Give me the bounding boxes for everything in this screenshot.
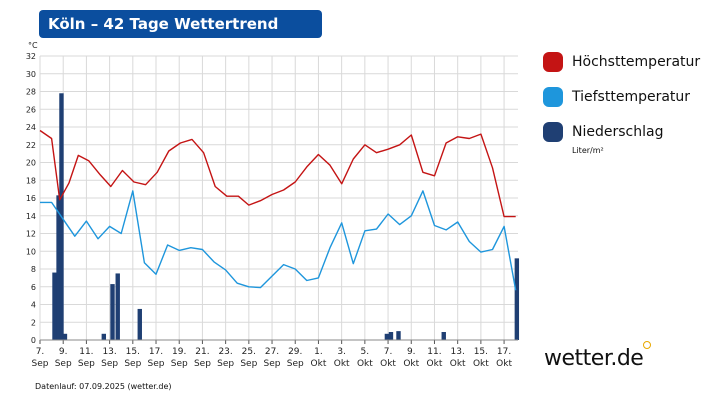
x-tick-day: 17. bbox=[497, 347, 511, 357]
y-tick-label: 18 bbox=[26, 176, 36, 185]
x-tick-day: 11. bbox=[79, 347, 93, 357]
y-tick-label: 32 bbox=[26, 52, 36, 61]
x-tick-day: 29. bbox=[288, 347, 302, 357]
x-tick-month: Okt bbox=[450, 359, 466, 369]
x-tick-month: Sep bbox=[55, 359, 72, 369]
brand-dot-icon bbox=[643, 341, 651, 349]
x-tick-day: 19. bbox=[172, 347, 186, 357]
x-tick-month: Sep bbox=[78, 359, 95, 369]
x-tick-month: Okt bbox=[403, 359, 419, 369]
x-tick-day: 1. bbox=[314, 347, 323, 357]
legend-swatch-precip bbox=[543, 122, 563, 142]
precip-bar bbox=[52, 272, 57, 340]
x-tick-month: Sep bbox=[101, 359, 118, 369]
precip-bar bbox=[62, 333, 68, 340]
legend-label-min: Tiefsttemperatur bbox=[572, 89, 691, 105]
legend-label-precip: Niederschlag bbox=[572, 124, 664, 140]
precip-bar bbox=[388, 332, 394, 340]
x-tick-day: 23. bbox=[218, 347, 232, 357]
precip-bar bbox=[441, 332, 446, 340]
x-tick-month: Sep bbox=[217, 359, 234, 369]
series-line bbox=[39, 129, 516, 218]
x-tick-month: Sep bbox=[264, 359, 281, 369]
x-tick-day: 15. bbox=[474, 347, 488, 357]
temperature-lines bbox=[39, 129, 517, 291]
precip-bar bbox=[101, 333, 107, 340]
precip-bar bbox=[137, 308, 142, 340]
x-tick-day: 13. bbox=[102, 347, 116, 357]
x-tick-day: 9. bbox=[407, 347, 416, 357]
y-tick-label: 28 bbox=[26, 88, 36, 97]
x-tick-day: 9. bbox=[59, 347, 68, 357]
precip-bar bbox=[514, 258, 520, 340]
legend-item-min: Tiefsttemperatur bbox=[543, 87, 713, 122]
y-tick-label: 4 bbox=[31, 301, 36, 310]
series-line bbox=[40, 190, 517, 291]
y-tick-label: 16 bbox=[26, 194, 36, 203]
x-tick-day: 25. bbox=[242, 347, 256, 357]
y-tick-label: 12 bbox=[26, 230, 36, 239]
precip-bar bbox=[56, 195, 61, 340]
x-tick-day: 27. bbox=[265, 347, 279, 357]
precip-bar bbox=[384, 333, 390, 340]
x-tick-month: Okt bbox=[427, 359, 443, 369]
y-tick-label: 26 bbox=[26, 105, 36, 114]
x-tick-month: Sep bbox=[194, 359, 211, 369]
y-axis-unit: °C bbox=[28, 41, 38, 50]
x-tick-day: 7. bbox=[36, 347, 45, 357]
x-tick-day: 3. bbox=[337, 347, 346, 357]
y-tick-label: 6 bbox=[31, 283, 36, 292]
y-tick-label: 14 bbox=[26, 212, 36, 221]
x-tick-day: 13. bbox=[451, 347, 465, 357]
x-tick-month: Sep bbox=[32, 359, 49, 369]
x-axis: 7. Sep 9. Sep 11. Sep 13. Sep 15. Sep 17. Sep 19. Sep… bbox=[32, 339, 518, 369]
page-title: Köln – 42 Tage Wettertrend bbox=[39, 10, 322, 38]
legend-item-max: Höchsttemperatur bbox=[543, 52, 713, 87]
legend-item-precip: Niederschlag Liter/m² bbox=[543, 122, 713, 157]
data-run-note: Datenlauf: 07.09.2025 (wetter.de) bbox=[35, 382, 172, 391]
x-tick-day: 21. bbox=[195, 347, 209, 357]
legend-swatch-min bbox=[543, 87, 563, 107]
legend-label-max: Höchsttemperatur bbox=[572, 54, 701, 70]
x-tick-month: Okt bbox=[473, 359, 489, 369]
chart-legend: Höchsttemperatur Tiefsttemperatur Nieder… bbox=[543, 52, 713, 157]
x-tick-day: 15. bbox=[126, 347, 140, 357]
x-tick-month: Okt bbox=[380, 359, 396, 369]
x-tick-month: Sep bbox=[124, 359, 141, 369]
x-tick-month: Okt bbox=[357, 359, 373, 369]
x-tick-month: Sep bbox=[148, 359, 165, 369]
x-tick-day: 5. bbox=[361, 347, 370, 357]
y-tick-label: 24 bbox=[26, 123, 36, 132]
y-tick-label: 30 bbox=[26, 70, 36, 79]
precip-bar bbox=[396, 331, 401, 340]
legend-precip-unit: Liter/m² bbox=[572, 146, 604, 155]
y-tick-label: 2 bbox=[31, 318, 36, 327]
x-tick-day: 7. bbox=[384, 347, 393, 357]
y-tick-label: 0 bbox=[31, 336, 36, 345]
x-tick-month: Okt bbox=[334, 359, 350, 369]
precip-bar bbox=[115, 273, 120, 340]
y-tick-label: 22 bbox=[26, 141, 36, 150]
x-tick-month: Sep bbox=[240, 359, 257, 369]
x-tick-day: 11. bbox=[427, 347, 441, 357]
y-tick-label: 8 bbox=[31, 265, 36, 274]
legend-swatch-max bbox=[543, 52, 563, 72]
precip-bars bbox=[52, 93, 520, 341]
y-tick-label: 20 bbox=[26, 159, 36, 168]
brand-logo: wetter.de bbox=[544, 346, 644, 371]
x-tick-month: Sep bbox=[287, 359, 304, 369]
x-tick-month: Sep bbox=[171, 359, 188, 369]
precip-bar bbox=[110, 284, 115, 340]
x-tick-day: 17. bbox=[149, 347, 163, 357]
y-tick-label: 10 bbox=[26, 247, 36, 256]
x-tick-month: Okt bbox=[311, 359, 327, 369]
x-tick-month: Okt bbox=[496, 359, 512, 369]
